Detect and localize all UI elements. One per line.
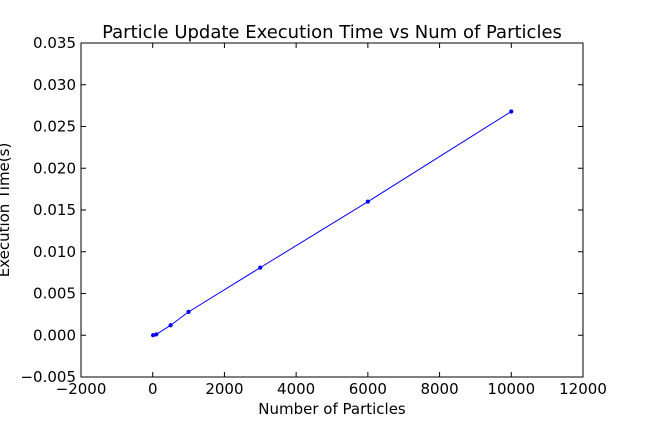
x-tick-label: 4000 — [277, 380, 315, 398]
chart-title: Particle Update Execution Time vs Num of… — [102, 22, 562, 43]
y-axis: −0.005 0.000 0.005 0.010 0.015 0.020 0.025 0.03… — [20, 34, 583, 386]
data-point — [509, 109, 514, 114]
y-tick-label: 0.035 — [33, 34, 76, 52]
y-tick-label: 0.025 — [33, 118, 76, 136]
x-axis-label: Number of Particles — [258, 400, 406, 418]
plot-area — [80, 42, 584, 378]
x-tick-label: 8000 — [420, 380, 458, 398]
y-tick-label: 0.020 — [33, 159, 76, 177]
y-tick-label: 0.005 — [33, 285, 76, 303]
data-point — [365, 199, 370, 204]
x-tick-label: 10000 — [487, 380, 535, 398]
x-tick-label: 12000 — [559, 380, 607, 398]
series-layer — [150, 109, 514, 338]
data-point — [154, 332, 159, 337]
x-tick-label: 6000 — [349, 380, 387, 398]
data-point — [168, 323, 173, 328]
y-tick-label: 0.010 — [33, 243, 76, 261]
data-point — [258, 265, 263, 270]
y-tick-label: 0.015 — [33, 201, 76, 219]
x-tick-label: −2000 — [56, 380, 107, 398]
y-axis-label: Execution Time(s) — [0, 143, 13, 278]
x-axis: −2000 0 2000 4000 6000 8000 10000 12000 — [56, 43, 607, 398]
x-tick-label: 2000 — [205, 380, 243, 398]
plot-frame — [80, 42, 584, 378]
y-tick-label: 0.000 — [33, 326, 76, 344]
series-line — [152, 111, 512, 336]
data-point — [186, 309, 191, 314]
y-tick-label: −0.005 — [20, 368, 76, 386]
data-point — [150, 333, 156, 338]
y-tick-label: 0.030 — [33, 76, 76, 94]
x-tick-label: 0 — [148, 380, 158, 398]
